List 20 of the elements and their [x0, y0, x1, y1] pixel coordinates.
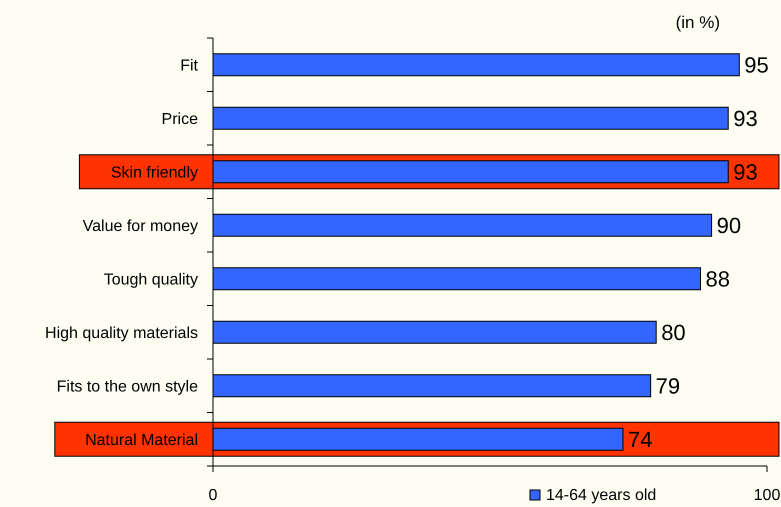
data-label: 80	[661, 320, 686, 346]
x-tick-label: 100	[754, 487, 780, 504]
y-tick-label: Fits to the own style	[56, 378, 198, 396]
y-tick-label: Price	[162, 110, 198, 128]
y-tick-label: Tough quality	[104, 271, 198, 288]
y-tick-label: Skin friendly	[110, 164, 198, 182]
y-tick-label: Fit	[180, 57, 199, 74]
data-label: 74	[628, 427, 652, 452]
y-tick-label: Value for money	[82, 218, 198, 235]
data-label: 88	[706, 266, 730, 292]
x-tick-label: 0	[208, 487, 218, 504]
data-label: 90	[716, 213, 742, 238]
legend-label: 14-64 years old	[546, 487, 656, 504]
data-label: 93	[733, 106, 758, 132]
data-label: 95	[744, 52, 769, 78]
data-label: 79	[656, 374, 680, 399]
data-label: 93	[733, 160, 758, 185]
y-tick-label: High quality materials	[45, 324, 198, 342]
text: (in %)	[676, 13, 720, 32]
y-tick-label: Natural Material	[85, 432, 198, 449]
